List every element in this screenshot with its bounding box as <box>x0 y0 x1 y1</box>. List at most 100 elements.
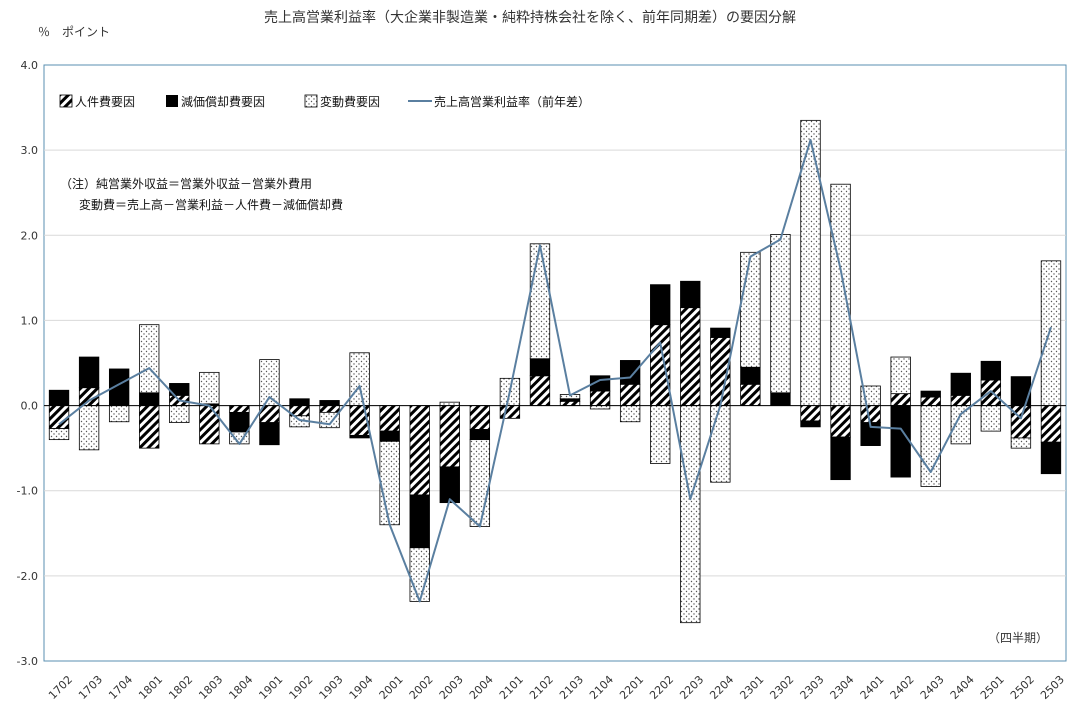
bar-segment <box>559 400 581 406</box>
bar-segment <box>680 280 701 309</box>
bar-segment <box>890 405 911 478</box>
bar-segment <box>529 358 551 377</box>
bar-segment <box>920 405 941 487</box>
bar-segment <box>48 405 70 429</box>
bar-segment <box>379 405 400 432</box>
x-tick-label: 2501 <box>978 673 1007 702</box>
x-tick-label: 2302 <box>767 673 796 702</box>
legend-label-depreciation: 減価償却費要因 <box>181 94 265 109</box>
x-tick-label: 1804 <box>226 673 255 702</box>
bar-segment <box>469 405 491 430</box>
x-tick-label: 2204 <box>707 673 736 702</box>
bar-segment <box>650 284 671 326</box>
x-tick-labels: 1702 1703 1704 1801 1802 1803 1804 1901 1902 1903… <box>46 673 1067 702</box>
bar-segment <box>980 405 1002 432</box>
bar-segment <box>1010 437 1032 449</box>
bar-segment <box>529 375 551 406</box>
plot-area <box>43 64 1067 662</box>
x-tick-label: 2303 <box>798 673 827 702</box>
bar-segment <box>379 440 400 526</box>
bar-segment <box>78 405 100 451</box>
x-tick-label: 1802 <box>166 673 195 702</box>
bar-segment <box>980 360 1002 381</box>
bar-segment <box>800 405 821 422</box>
bar-segment <box>980 379 1002 406</box>
x-tick-label: 2301 <box>737 673 766 702</box>
bar-segment <box>770 234 791 394</box>
bar-segment <box>229 405 250 413</box>
bar-segment <box>619 360 641 385</box>
y-tick-label: -1.0 <box>17 485 38 498</box>
bar-segment <box>890 356 911 395</box>
x-tick-label: 1801 <box>136 673 165 702</box>
bar-segment <box>409 494 430 549</box>
bar-segment <box>349 434 370 439</box>
bar-segment <box>319 400 340 406</box>
bar-segment <box>710 327 731 338</box>
bar-segment <box>139 392 160 406</box>
x-tick-label: 2203 <box>677 673 706 702</box>
bar-segment <box>108 405 130 423</box>
bar-segment <box>349 352 370 406</box>
bar-segment <box>259 422 280 446</box>
legend-swatch-labor <box>59 94 73 108</box>
legend: 人件費要因 減価償却費要因 変動費要因 売上高営業利益率（前年差） <box>59 94 590 109</box>
x-tick-label: 1703 <box>76 673 105 702</box>
x-tick-label: 1904 <box>347 673 376 702</box>
y-tick-label: 3.0 <box>21 144 39 157</box>
bar-segment <box>619 383 641 406</box>
bar-segment <box>139 405 160 449</box>
bar-segment <box>950 394 971 406</box>
bar-segment <box>469 439 491 527</box>
x-tick-label: 1903 <box>317 673 346 702</box>
bar-segment <box>199 405 220 445</box>
x-tick-label: 2201 <box>617 673 646 702</box>
x-tick-label: 2003 <box>437 673 466 702</box>
y-tick-label: 4.0 <box>21 59 39 72</box>
bar-segment <box>770 392 791 406</box>
y-axis-label: ％ ポイント <box>38 25 110 39</box>
legend-label-labor: 人件費要因 <box>75 94 135 109</box>
bar-segment <box>830 405 851 438</box>
y-tick-label: 2.0 <box>21 229 39 242</box>
bar-segment <box>439 405 460 468</box>
y-tick-label: 1.0 <box>21 314 39 327</box>
x-tick-label: 1702 <box>46 673 75 702</box>
y-tick-label: -2.0 <box>17 570 38 583</box>
x-tick-label: 2202 <box>647 673 676 702</box>
bar-segment <box>469 429 491 441</box>
bar-segment <box>650 324 671 406</box>
x-tick-label: 1902 <box>287 673 316 702</box>
bar-segment <box>950 372 971 396</box>
bar-segment <box>1040 441 1062 475</box>
bar-segment <box>1040 260 1062 406</box>
x-tick-label: 1901 <box>256 673 285 702</box>
x-tick-label: 2403 <box>918 673 947 702</box>
x-tick-label: 2001 <box>377 673 406 702</box>
bar-segment <box>950 405 971 445</box>
bar-segment <box>48 428 70 441</box>
chart-title: 売上高営業利益率（大企業非製造業・純粋持株会社を除く、前年同期差）の要因分解 <box>264 9 796 26</box>
bar-segment <box>1010 376 1032 406</box>
bar-segment <box>529 243 551 360</box>
bar-segment <box>860 405 881 424</box>
bar-segment <box>830 436 851 481</box>
x-tick-label: 2104 <box>587 673 616 702</box>
bar-segment <box>680 307 701 406</box>
bar-segment <box>589 390 611 406</box>
bar-segment <box>379 430 400 442</box>
bar-segment <box>319 405 340 413</box>
y-tick-label: 0.0 <box>21 400 39 413</box>
x-tick-label: 2101 <box>497 673 526 702</box>
y-tick-label: -3.0 <box>17 655 38 668</box>
bar-segment <box>830 183 851 406</box>
bar-segment <box>920 396 941 406</box>
bar-segment <box>589 405 611 410</box>
bar-segment <box>139 324 160 394</box>
x-tick-label: 2102 <box>527 673 556 702</box>
legend-label-margin-line: 売上高営業利益率（前年差） <box>434 94 590 109</box>
x-tick-label: 2004 <box>467 673 496 702</box>
note-line-1: （注）純営業外収益＝営業外収益－営業外費用 <box>60 176 312 191</box>
x-tick-label: 2002 <box>407 673 436 702</box>
legend-swatch-variable <box>304 94 318 108</box>
